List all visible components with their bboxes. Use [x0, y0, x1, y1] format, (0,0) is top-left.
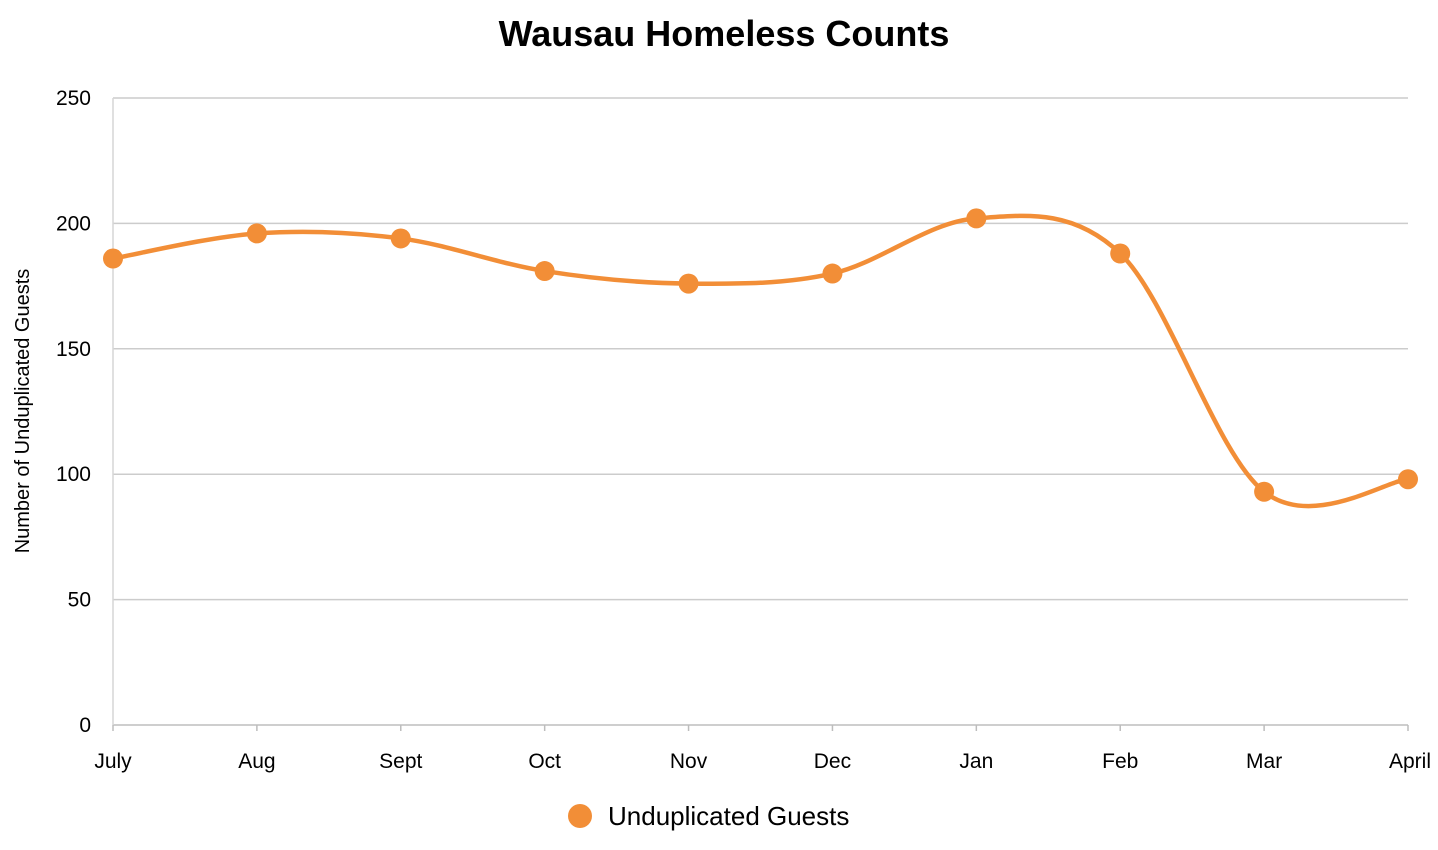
x-tick-label: Sept: [379, 750, 422, 773]
y-tick-label: 0: [79, 714, 91, 737]
y-tick-label: 150: [56, 338, 91, 361]
x-axis-ticks: July Aug Sept Oct Nov Dec Jan Feb Mar April: [94, 725, 1431, 773]
legend-marker: [568, 804, 592, 828]
y-axis-ticks: 0 50 100 150 200 250: [56, 87, 91, 737]
data-point-feb[interactable]: [1110, 243, 1131, 264]
y-tick-label: 250: [56, 87, 91, 110]
x-tick-label: Jan: [959, 750, 993, 773]
legend[interactable]: Unduplicated Guests: [568, 801, 849, 831]
legend-label: Unduplicated Guests: [608, 801, 849, 831]
y-tick-label: 100: [56, 463, 91, 486]
data-point-nov[interactable]: [678, 273, 699, 294]
x-tick-label: April: [1389, 750, 1431, 773]
y-tick-label: 50: [68, 589, 91, 612]
x-tick-label: July: [94, 750, 132, 773]
gridlines: [112, 97, 1408, 726]
x-tick-label: Dec: [814, 750, 851, 773]
x-tick-label: Feb: [1102, 750, 1138, 773]
data-point-sept[interactable]: [390, 228, 411, 249]
data-point-april[interactable]: [1398, 469, 1418, 490]
x-tick-label: Oct: [528, 750, 561, 773]
data-point-jan[interactable]: [966, 208, 987, 229]
data-points: [103, 208, 1418, 502]
chart-title: Wausau Homeless Counts: [499, 13, 950, 54]
data-point-mar[interactable]: [1254, 481, 1275, 502]
data-point-july[interactable]: [103, 248, 123, 269]
y-tick-label: 200: [56, 212, 91, 235]
data-point-oct[interactable]: [534, 261, 555, 282]
y-axis-label: Number of Unduplicated Guests: [12, 269, 34, 554]
data-point-dec[interactable]: [822, 263, 843, 284]
series-line-unduplicated-guests: [110, 213, 1411, 509]
x-tick-label: Nov: [670, 750, 708, 773]
x-tick-label: Aug: [238, 750, 275, 773]
x-tick-label: Mar: [1246, 750, 1282, 773]
data-point-aug[interactable]: [246, 223, 267, 244]
